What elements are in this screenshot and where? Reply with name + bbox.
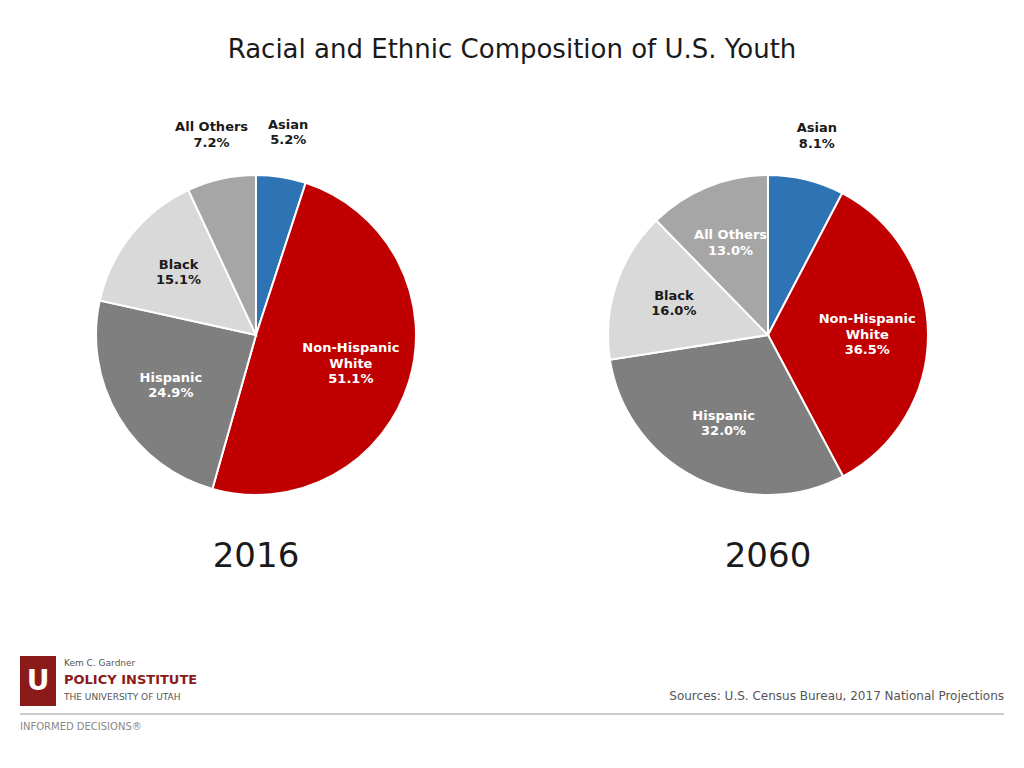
- logo-text: THE UNIVERSITY OF UTAH: [63, 692, 181, 702]
- pie: Asian5.2% Non-HispanicWhite51.1% Hispanic2…: [96, 116, 416, 495]
- data-label: 51.1%: [328, 371, 373, 386]
- slice-label: Asian: [797, 120, 837, 135]
- slice-label-line: Black: [654, 287, 694, 302]
- slice-label-line: White: [846, 326, 889, 341]
- logo: U Kem C. Gardner POLICY INSTITUTE THE UNIVE…: [20, 656, 197, 706]
- slice-label: Asian: [268, 116, 308, 131]
- slice-label: Black: [159, 256, 199, 271]
- slice-label-line: All Others: [694, 227, 767, 242]
- title: Racial and Ethnic Composition of U.S. Yo…: [228, 34, 797, 64]
- footer-text: INFORMED DECISIONS®: [20, 721, 142, 732]
- slices: [96, 175, 416, 495]
- pie-slice: [610, 335, 843, 495]
- data-label: 16.0%: [651, 303, 696, 318]
- pie-title: 2016: [213, 535, 300, 575]
- slice-label-line: Hispanic: [140, 369, 203, 384]
- data-label: 5.2%: [270, 132, 306, 147]
- slice-label-line: All Others: [175, 119, 248, 134]
- data-labels: Asian5.2% Non-HispanicWhite51.1% Hispanic2…: [140, 116, 400, 400]
- data-label: 15.1%: [156, 272, 201, 287]
- pie-title: 2060: [725, 535, 812, 575]
- slice-label: Non-HispanicWhite: [819, 310, 916, 341]
- slice-label: All Others: [175, 119, 248, 134]
- slice-label-line: Non-Hispanic: [302, 339, 399, 354]
- data-label: 32.0%: [701, 423, 746, 438]
- slice-label: Hispanic: [140, 369, 203, 384]
- chart: Racial and Ethnic Composition of U.S. Yo…: [0, 0, 1024, 768]
- slice-label-line: Asian: [797, 120, 837, 135]
- data-label: 13.0%: [708, 243, 753, 258]
- data-label: 7.2%: [194, 135, 230, 150]
- footer: Sources: U.S. Census Bureau, 2017 Nation…: [20, 656, 1004, 732]
- slice-label-line: Non-Hispanic: [819, 310, 916, 325]
- slice-label: Non-HispanicWhite: [302, 339, 399, 370]
- slice-label-line: White: [329, 355, 372, 370]
- logo-letter: U: [27, 664, 50, 697]
- slice-label: Hispanic: [692, 407, 755, 422]
- slice-label: Black: [654, 287, 694, 302]
- slice-label-line: Black: [159, 256, 199, 271]
- source: Sources: U.S. Census Bureau, 2017 Nation…: [669, 689, 1004, 703]
- slice-label-line: Hispanic: [692, 407, 755, 422]
- logo-text: POLICY INSTITUTE: [64, 672, 197, 687]
- slice-label: All Others: [694, 227, 767, 242]
- data-labels: Asian8.1% Non-HispanicWhite36.5% Hispanic3…: [651, 120, 915, 439]
- footer-rule: [20, 714, 1004, 715]
- data-label: 8.1%: [799, 136, 835, 151]
- data-label: 24.9%: [148, 385, 193, 400]
- slices: [608, 175, 928, 495]
- pie: Asian8.1% Non-HispanicWhite36.5% Hispanic3…: [608, 120, 928, 495]
- logo-block: [20, 656, 56, 706]
- data-label: 36.5%: [845, 342, 890, 357]
- logo-text: Kem C. Gardner: [64, 658, 136, 668]
- pie-slice: [188, 175, 256, 335]
- slice-label-line: Asian: [268, 116, 308, 131]
